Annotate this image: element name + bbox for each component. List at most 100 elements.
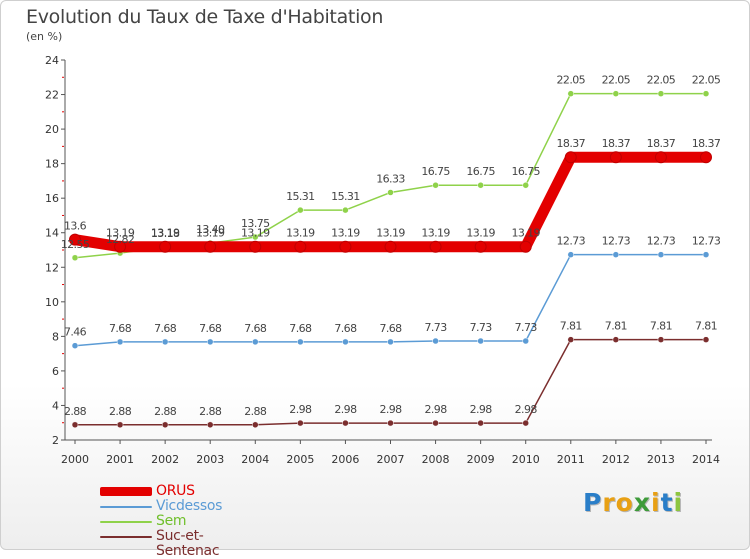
- data-label: 13.19: [421, 227, 450, 240]
- x-tick-label: 2008: [422, 453, 450, 466]
- data-point: [294, 240, 307, 253]
- y-tick-label: 18: [45, 158, 59, 171]
- data-point: [159, 240, 172, 253]
- data-point: [342, 206, 349, 214]
- data-point: [612, 90, 620, 97]
- data-label: 7.68: [379, 322, 402, 335]
- data-label: 12.82: [106, 233, 135, 246]
- data-label: 7.68: [244, 322, 267, 335]
- data-label: 2.88: [154, 405, 177, 418]
- data-label: 12.73: [557, 235, 586, 248]
- data-point: [612, 251, 620, 258]
- data-point: [522, 337, 529, 345]
- legend-label: Vicdessos: [156, 498, 223, 514]
- data-label: 2.98: [515, 403, 538, 416]
- data-point: [161, 421, 169, 429]
- data-point: [657, 90, 665, 97]
- x-tick-label: 2011: [557, 453, 585, 466]
- data-label: 18.37: [557, 137, 586, 150]
- y-tick-label: 10: [45, 296, 59, 309]
- data-point: [161, 338, 169, 346]
- data-label: 7.46: [64, 326, 87, 339]
- data-label: 22.05: [557, 74, 586, 87]
- data-point: [204, 240, 217, 253]
- data-label: 13.75: [241, 217, 270, 230]
- data-point: [429, 240, 442, 253]
- data-label: 2.88: [109, 405, 132, 418]
- data-point: [609, 151, 622, 164]
- data-point: [71, 342, 79, 349]
- data-point: [522, 419, 529, 427]
- data-label: 13.6: [64, 220, 87, 233]
- x-tick-label: 2000: [61, 453, 89, 466]
- data-label: 16.75: [511, 165, 540, 178]
- data-point: [71, 254, 79, 262]
- data-point: [249, 240, 262, 253]
- data-point: [69, 233, 81, 246]
- data-point: [567, 251, 575, 258]
- y-tick-label: 22: [45, 89, 59, 102]
- data-point: [206, 421, 214, 429]
- x-tick-label: 2014: [692, 453, 720, 466]
- data-point: [654, 151, 667, 164]
- legend-label: Sem: [156, 513, 187, 529]
- y-tick-label: 8: [52, 330, 59, 343]
- data-label: 2.98: [334, 403, 357, 416]
- data-point: [702, 90, 710, 97]
- data-label: 13.19: [376, 227, 405, 240]
- x-tick-label: 2009: [467, 453, 495, 466]
- data-label: 13.18: [151, 227, 180, 240]
- logo-letter: x: [633, 488, 651, 517]
- data-label: 7.68: [199, 322, 222, 335]
- data-label: 18.37: [647, 137, 676, 150]
- x-tick-label: 2013: [647, 453, 675, 466]
- data-label: 16.75: [466, 165, 495, 178]
- data-point: [702, 336, 710, 343]
- data-point: [612, 336, 620, 343]
- data-label: 16.75: [421, 165, 450, 178]
- x-tick-label: 2002: [151, 453, 179, 466]
- data-label: 7.68: [109, 322, 132, 335]
- data-label: 13.19: [511, 227, 540, 240]
- data-label: 7.68: [334, 322, 357, 335]
- data-point: [339, 240, 352, 253]
- data-label: 15.31: [331, 190, 360, 203]
- y-tick-label: 6: [52, 365, 59, 378]
- proxiti-logo: Proxiti: [583, 488, 683, 517]
- y-tick-label: 2: [52, 434, 59, 447]
- data-label: 7.68: [154, 322, 177, 335]
- data-point: [657, 336, 665, 343]
- x-tick-label: 2007: [377, 453, 405, 466]
- data-point: [252, 233, 259, 241]
- data-label: 16.33: [376, 172, 405, 185]
- y-tick-label: 14: [45, 227, 59, 240]
- data-point: [477, 419, 484, 427]
- data-point: [432, 337, 439, 345]
- legend-swatch: [100, 506, 152, 508]
- data-label: 7.81: [605, 320, 627, 333]
- x-tick-label: 2001: [106, 453, 134, 466]
- data-point: [342, 338, 349, 346]
- data-point: [387, 419, 394, 427]
- y-tick-label: 24: [45, 54, 59, 67]
- data-label: 7.81: [560, 320, 582, 333]
- data-label: 13.19: [106, 227, 135, 240]
- data-label: 12.73: [692, 235, 721, 248]
- data-label: 22.05: [692, 74, 721, 87]
- data-point: [387, 189, 394, 196]
- y-tick-label: 12: [45, 261, 59, 274]
- data-label: 2.98: [289, 403, 312, 416]
- data-point: [116, 421, 124, 429]
- data-point: [297, 206, 304, 214]
- legend-label: ORUS: [156, 483, 195, 499]
- logo-letter: P: [583, 488, 603, 517]
- data-label: 12.73: [647, 235, 676, 248]
- data-point: [519, 240, 532, 253]
- data-label: 2.98: [470, 403, 493, 416]
- y-tick-label: 20: [45, 123, 59, 136]
- data-point: [432, 181, 439, 189]
- data-label: 13.19: [196, 227, 225, 240]
- data-point: [116, 338, 124, 346]
